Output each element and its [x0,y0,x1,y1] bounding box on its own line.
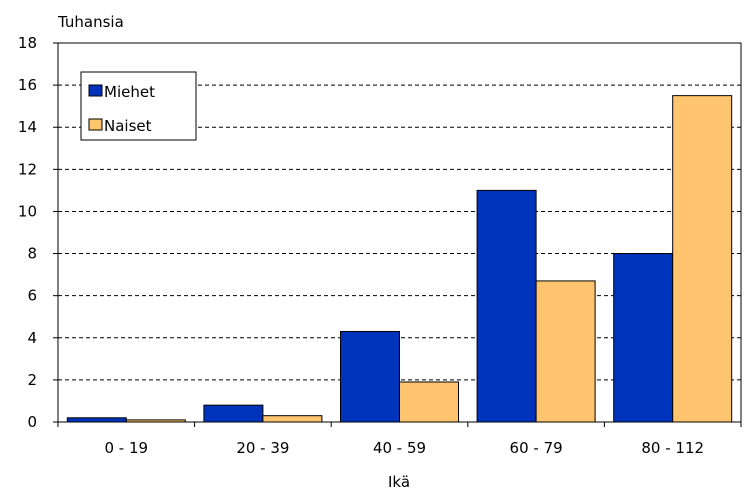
y-tick-label: 2 [27,371,37,389]
y-axis-ticks: 0 2 4 6 8 10 12 14 16 18 [18,34,58,431]
x-tick-label: 0 - 19 [105,439,149,457]
y-tick-label: 0 [27,413,37,431]
y-tick-label: 14 [18,118,37,136]
legend-label-naiset: Naiset [104,117,152,135]
bar-miehet-1 [203,404,264,423]
bar-miehet-4 [613,253,674,423]
y-tick-label: 4 [27,329,37,347]
x-tick-label: 20 - 39 [236,439,289,457]
bar-naiset-3 [535,280,596,423]
plot-frame [57,42,742,423]
x-axis-ticks: 0 - 19 20 - 39 40 - 59 60 - 79 80 - 112 [57,422,742,457]
x-tick-label: 80 - 112 [641,439,704,457]
y-tick-label: 6 [27,287,37,305]
y-tick-label: 8 [27,245,37,263]
bar-miehet-2 [340,330,400,423]
legend-label-miehet: Miehet [104,83,155,101]
bar-miehet-0 [66,417,127,423]
legend-swatch-miehet [88,84,103,97]
y-tick-label: 16 [18,76,37,94]
x-axis-title: Ikä [388,473,410,491]
bar-naiset-2 [399,381,459,423]
legend-swatch-naiset [88,118,103,131]
x-tick-label: 40 - 59 [373,439,426,457]
x-tick-label: 60 - 79 [510,439,563,457]
y-tick-label: 12 [18,160,37,178]
y-axis-title: Tuhansia [57,13,124,31]
y-tick-label: 10 [18,202,37,220]
bar-naiset-1 [262,415,323,423]
bar-naiset-4 [672,95,733,423]
bars [66,95,733,423]
y-tick-label: 18 [18,34,37,52]
legend: Miehet Naiset [80,71,197,141]
bar-miehet-3 [476,189,537,423]
